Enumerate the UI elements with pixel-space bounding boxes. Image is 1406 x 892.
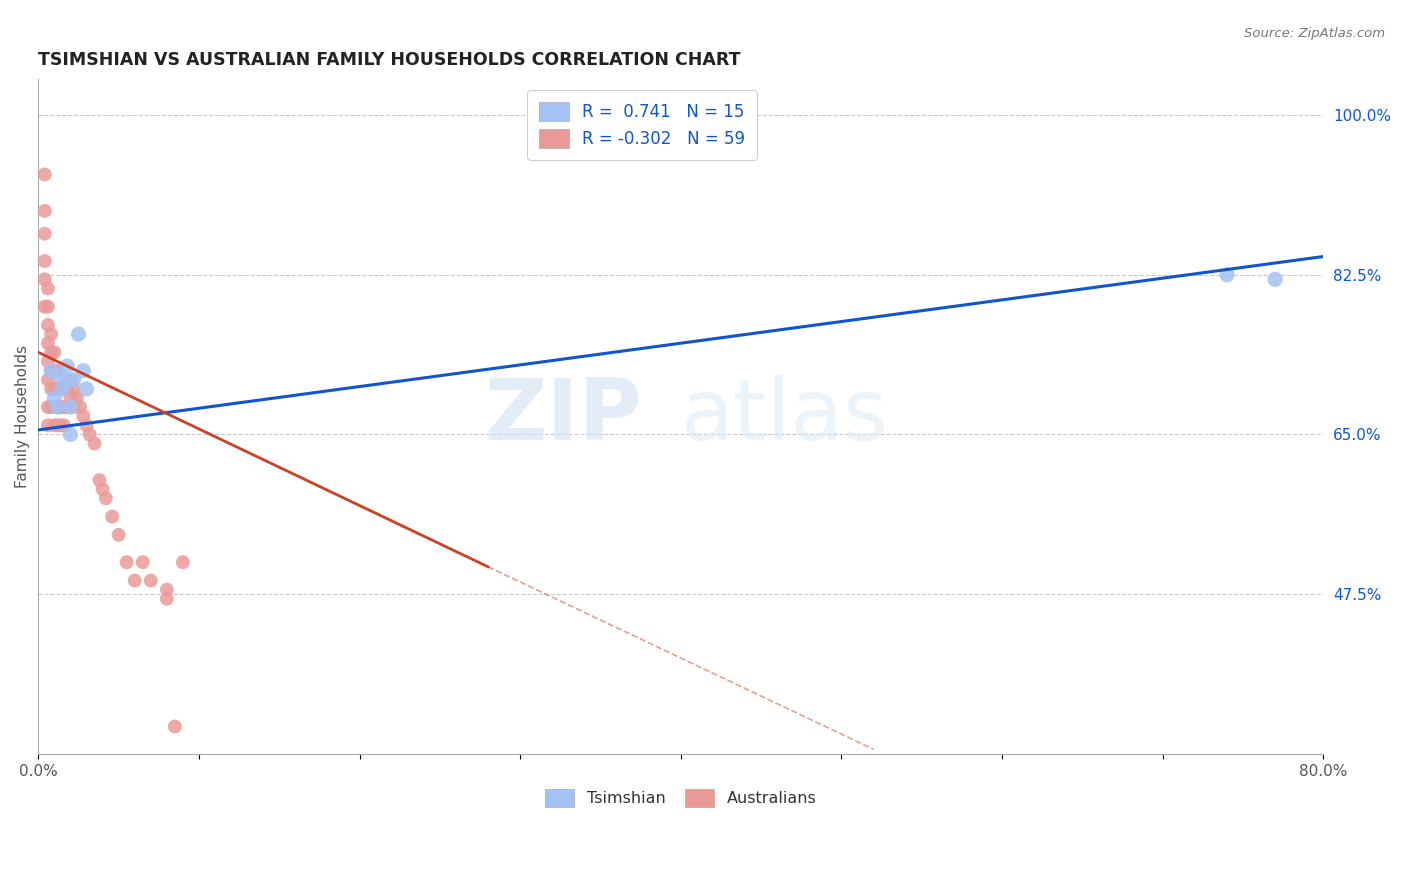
Point bbox=[107, 528, 129, 542]
Point bbox=[48, 368, 70, 383]
Point bbox=[46, 418, 69, 433]
Point bbox=[79, 427, 101, 442]
Point bbox=[46, 400, 69, 414]
Point bbox=[39, 363, 62, 377]
Point bbox=[34, 203, 56, 218]
Point bbox=[39, 345, 62, 359]
Point bbox=[39, 327, 62, 342]
Point bbox=[132, 555, 155, 569]
Point bbox=[59, 400, 82, 414]
Point bbox=[46, 363, 69, 377]
Point bbox=[89, 473, 111, 487]
Point bbox=[34, 227, 56, 241]
Point bbox=[101, 509, 124, 524]
Point bbox=[139, 574, 162, 588]
Point bbox=[94, 491, 117, 506]
Point bbox=[39, 400, 62, 414]
Point bbox=[44, 345, 66, 359]
Point bbox=[44, 400, 66, 414]
Point bbox=[34, 168, 56, 182]
Point bbox=[115, 555, 138, 569]
Point bbox=[124, 574, 146, 588]
Point bbox=[37, 373, 59, 387]
Text: TSIMSHIAN VS AUSTRALIAN FAMILY HOUSEHOLDS CORRELATION CHART: TSIMSHIAN VS AUSTRALIAN FAMILY HOUSEHOLD… bbox=[38, 51, 741, 69]
Point bbox=[69, 400, 91, 414]
Point bbox=[44, 418, 66, 433]
Point bbox=[46, 400, 69, 414]
Point bbox=[44, 363, 66, 377]
Point bbox=[34, 272, 56, 286]
Point bbox=[66, 391, 89, 405]
Point bbox=[62, 382, 84, 396]
Point bbox=[44, 391, 66, 405]
Point bbox=[72, 363, 94, 377]
Text: atlas: atlas bbox=[681, 375, 889, 458]
Point bbox=[56, 382, 79, 396]
Point bbox=[156, 582, 179, 597]
Point bbox=[172, 555, 194, 569]
Point bbox=[1264, 272, 1286, 286]
Point bbox=[49, 400, 72, 414]
Point bbox=[62, 373, 84, 387]
Text: ZIP: ZIP bbox=[485, 375, 643, 458]
Point bbox=[51, 382, 73, 396]
Point bbox=[53, 382, 76, 396]
Point bbox=[37, 300, 59, 314]
Point bbox=[53, 400, 76, 414]
Point bbox=[49, 418, 72, 433]
Point bbox=[76, 382, 98, 396]
Point bbox=[76, 418, 98, 433]
Point bbox=[37, 336, 59, 351]
Point bbox=[34, 300, 56, 314]
Point bbox=[1216, 268, 1239, 282]
Point bbox=[59, 373, 82, 387]
Point bbox=[72, 409, 94, 424]
Point bbox=[91, 482, 114, 496]
Point bbox=[39, 382, 62, 396]
Point bbox=[46, 382, 69, 396]
Point bbox=[67, 327, 90, 342]
Point bbox=[37, 418, 59, 433]
Point bbox=[83, 436, 105, 450]
Point bbox=[37, 400, 59, 414]
Point bbox=[59, 427, 82, 442]
Point bbox=[37, 281, 59, 295]
Point bbox=[62, 400, 84, 414]
Legend: Tsimshian, Australians: Tsimshian, Australians bbox=[538, 782, 823, 814]
Point bbox=[53, 418, 76, 433]
Point bbox=[37, 354, 59, 368]
Point bbox=[163, 719, 186, 733]
Point bbox=[37, 318, 59, 332]
Point bbox=[56, 359, 79, 373]
Point bbox=[49, 382, 72, 396]
Point bbox=[44, 382, 66, 396]
Text: Source: ZipAtlas.com: Source: ZipAtlas.com bbox=[1244, 27, 1385, 40]
Point bbox=[34, 254, 56, 268]
Point bbox=[59, 391, 82, 405]
Point bbox=[56, 400, 79, 414]
Point bbox=[39, 363, 62, 377]
Y-axis label: Family Households: Family Households bbox=[15, 344, 30, 488]
Point bbox=[56, 373, 79, 387]
Point bbox=[156, 591, 179, 606]
